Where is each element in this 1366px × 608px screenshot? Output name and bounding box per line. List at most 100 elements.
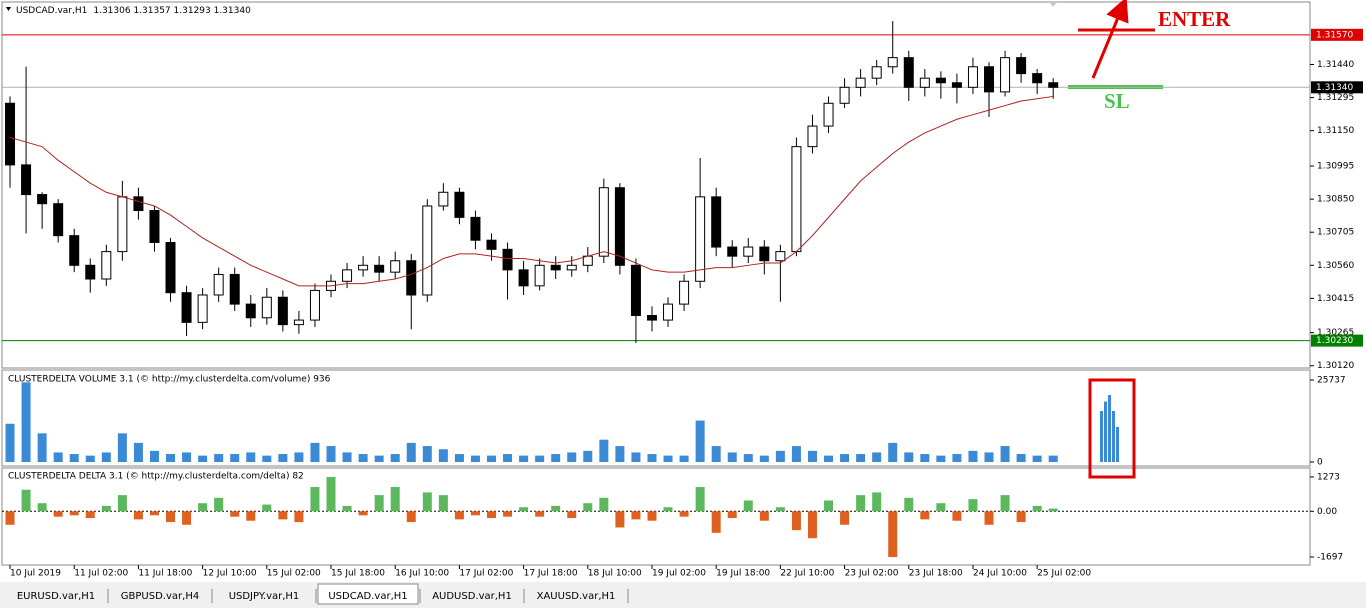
tabs: EURUSD.var,H1 GBPUSD.var,H4 USDJPY.var,H1 U… bbox=[6, 583, 629, 605]
bar bbox=[711, 446, 721, 462]
y-tick-label: 1.31150 bbox=[1317, 126, 1354, 136]
tab[interactable] bbox=[317, 583, 419, 605]
bar bbox=[904, 452, 914, 462]
bar bbox=[374, 455, 384, 462]
candle-body bbox=[149, 210, 160, 243]
candle-body bbox=[277, 296, 288, 326]
bar bbox=[920, 454, 930, 462]
bar bbox=[262, 504, 272, 512]
bar bbox=[904, 497, 914, 512]
tab[interactable] bbox=[110, 587, 210, 604]
bar bbox=[117, 495, 127, 512]
bar bbox=[117, 433, 127, 462]
y-tick-label: 25737 bbox=[1317, 376, 1346, 386]
tab-label[interactable]: GBPUSD.var,H4 bbox=[121, 591, 199, 602]
candle-body bbox=[486, 239, 497, 250]
bar bbox=[326, 477, 336, 512]
bar bbox=[695, 420, 705, 462]
candle-body bbox=[903, 57, 914, 88]
bar bbox=[824, 455, 834, 462]
candle-body bbox=[309, 289, 320, 321]
x-tick-label: 11 Jul 18:00 bbox=[138, 569, 192, 579]
candle-body bbox=[534, 264, 545, 287]
candle-body bbox=[390, 260, 401, 273]
candle-body bbox=[1000, 57, 1011, 93]
bar bbox=[182, 452, 192, 462]
bar bbox=[856, 454, 866, 462]
tab-label[interactable]: AUDUSD.var,H1 bbox=[432, 591, 512, 602]
candle-body bbox=[85, 264, 96, 280]
indicator-title: CLUSTERDELTA VOLUME 3.1 (© http://my.clu… bbox=[8, 375, 331, 385]
candle-body bbox=[261, 296, 272, 319]
symbol: USDCAD.var,H1 bbox=[16, 6, 87, 16]
bar bbox=[503, 454, 513, 462]
bar bbox=[791, 511, 801, 531]
bar bbox=[422, 446, 432, 462]
bar bbox=[727, 511, 737, 519]
bar bbox=[519, 507, 529, 512]
bar bbox=[599, 497, 609, 512]
candle-body bbox=[935, 77, 946, 84]
bar bbox=[133, 442, 143, 462]
bar bbox=[1032, 455, 1042, 462]
menu-arrow[interactable] bbox=[6, 7, 11, 11]
bar bbox=[101, 505, 111, 512]
bar bbox=[503, 511, 513, 517]
bar bbox=[936, 455, 946, 462]
candle-body bbox=[679, 280, 690, 305]
bar bbox=[166, 511, 176, 523]
bar bbox=[53, 452, 63, 462]
tab[interactable] bbox=[6, 587, 106, 604]
bar bbox=[198, 455, 208, 462]
bar bbox=[807, 450, 817, 462]
tab[interactable] bbox=[214, 587, 314, 604]
candle-body bbox=[422, 205, 433, 296]
tab-label[interactable]: XAUUSD.var,H1 bbox=[537, 591, 616, 602]
tab[interactable] bbox=[422, 587, 522, 604]
bar bbox=[438, 449, 448, 462]
bar bbox=[695, 487, 705, 512]
y-tick-label: 0.00 bbox=[1317, 507, 1337, 517]
candle-body bbox=[502, 248, 513, 271]
x-tick-label: 17 Jul 02:00 bbox=[459, 569, 513, 579]
candle-body bbox=[871, 66, 882, 79]
bar bbox=[438, 495, 448, 512]
candle-body bbox=[293, 319, 304, 326]
tab[interactable] bbox=[526, 587, 626, 604]
bar bbox=[358, 454, 368, 462]
bar bbox=[85, 511, 95, 519]
candle-body bbox=[646, 315, 657, 321]
candle-body bbox=[614, 187, 625, 266]
candle-body bbox=[727, 246, 738, 257]
bar bbox=[294, 452, 304, 462]
x-tick-label: 23 Jul 02:00 bbox=[845, 569, 899, 579]
bar bbox=[390, 454, 400, 462]
bar bbox=[984, 511, 994, 525]
bar bbox=[968, 499, 978, 512]
bar bbox=[101, 452, 111, 462]
bar bbox=[5, 423, 15, 462]
bar bbox=[69, 454, 79, 462]
x-tick-label: 17 Jul 18:00 bbox=[524, 569, 578, 579]
bar bbox=[1048, 455, 1058, 462]
tab-label[interactable]: USDJPY.var,H1 bbox=[229, 591, 300, 602]
chart-header: USDCAD.var,H1 1.31306 1.31357 1.31293 1.3… bbox=[16, 6, 251, 16]
bar bbox=[149, 450, 159, 462]
bar bbox=[358, 511, 368, 516]
bar bbox=[872, 492, 882, 512]
bar bbox=[166, 454, 176, 462]
enter-label: ENTER bbox=[1158, 7, 1231, 31]
tab-label[interactable]: EURUSD.var,H1 bbox=[17, 591, 95, 602]
candle-body bbox=[775, 251, 786, 262]
bar bbox=[583, 503, 593, 512]
tab-label[interactable]: USDCAD.var,H1 bbox=[328, 591, 407, 602]
candle-body bbox=[438, 191, 449, 207]
price-tag-label: 1.31340 bbox=[1316, 83, 1353, 93]
bar bbox=[374, 495, 384, 512]
bar bbox=[1016, 454, 1026, 462]
candle-body bbox=[53, 203, 64, 237]
bar bbox=[1000, 446, 1010, 462]
bar bbox=[390, 487, 400, 512]
